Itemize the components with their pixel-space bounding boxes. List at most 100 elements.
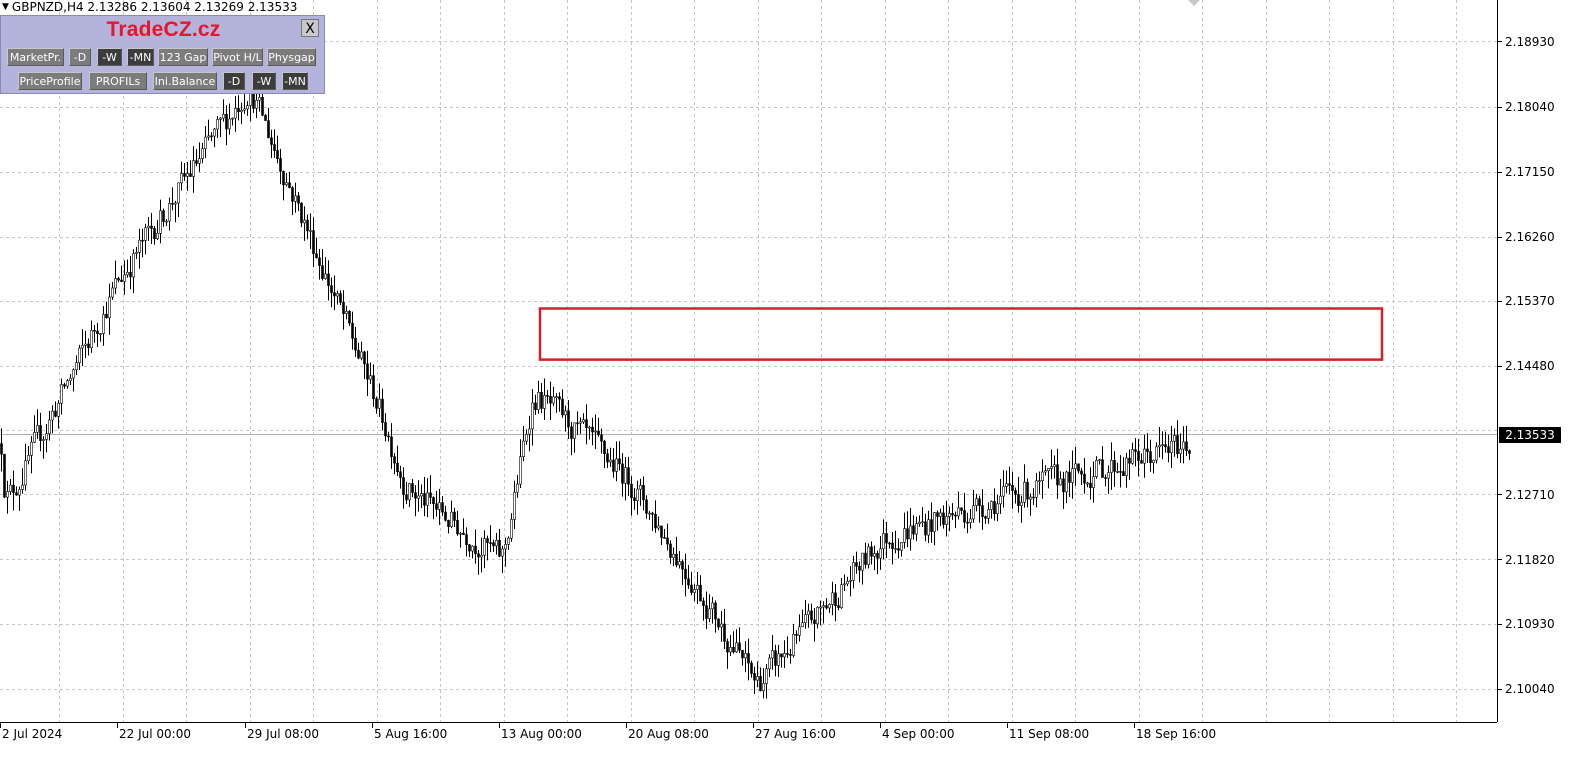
candle-bearish [546,395,549,397]
candle-bearish [633,497,636,501]
initial-balance-button[interactable]: Ini.Balance [153,72,217,90]
candle-bearish [330,285,333,293]
candle-bullish [1086,482,1089,485]
candle-bullish [1173,435,1176,442]
candle-bearish [1080,470,1083,475]
dropdown-triangle-icon[interactable]: ▼ [2,2,9,12]
candle-bullish [132,253,135,278]
candle-bearish [432,497,435,505]
candle-bullish [495,540,498,547]
candle-bullish [1047,468,1050,471]
candle-bearish [195,160,198,164]
candle-bullish [1110,459,1113,473]
candle-bearish [666,537,669,545]
candle-bullish [219,117,222,120]
candle-bullish [564,410,567,416]
candle-bearish [663,537,666,539]
price-profile-button[interactable]: PriceProfile [18,72,82,90]
candle-bearish [279,158,282,172]
candle-bearish [393,456,396,464]
profils-button[interactable]: PROFILs [89,72,147,90]
candle-bullish [804,614,807,624]
candle-bullish [438,502,441,510]
candle-bearish [141,239,144,242]
candle-bearish [741,649,744,659]
daily-button[interactable]: -D [69,48,91,66]
candle-bullish [831,592,834,605]
candle-bearish [1122,471,1125,476]
candle-bearish [759,676,762,692]
candle-bullish [636,488,639,501]
brand-logo-text: TradeCZ.cz [106,18,221,41]
candle-bearish [1026,481,1029,500]
current-price-badge: 2.13533 [1499,427,1561,443]
weekly-button[interactable]: -W [97,48,122,66]
candle-bullish [552,396,555,404]
candle-bullish [762,683,765,692]
candle-bullish [207,135,210,138]
candle-bearish [591,426,594,433]
candle-bearish [753,673,756,681]
candle-bearish [585,419,588,428]
candle-bullish [615,458,618,472]
candle-bearish [411,483,414,493]
candle-bearish [489,542,492,544]
candle-bullish [6,491,9,498]
ib-weekly-button[interactable]: -W [252,72,276,90]
ib-daily-button[interactable]: -D [223,72,245,90]
candle-bearish [876,553,879,559]
price-axis[interactable]: 2.18930 2.18040 2.17150 2.16260 2.15370 … [1497,0,1578,722]
candle-bearish [348,311,351,324]
candle-bearish [381,398,384,423]
market-profile-button[interactable]: MarketPr. [7,48,64,66]
candle-bullish [708,608,711,619]
pivot-hl-button[interactable]: Pivot H/L [212,48,263,66]
candle-bearish [699,584,702,602]
candle-bearish [351,322,354,339]
candle-bullish [336,293,339,297]
candle-bullish [24,460,27,486]
candle-bullish [582,419,585,423]
time-axis[interactable]: 2 Jul 2024 22 Jul 00:00 29 Jul 08:00 5 A… [0,722,1497,760]
candle-bearish [387,435,390,438]
candle-bearish [732,646,735,653]
candle-bearish [963,510,966,523]
physgap-button[interactable]: Physgap [267,48,316,66]
resistance-zone-rectangle [538,307,1384,361]
candle-bearish [456,520,459,535]
gap-123-button[interactable]: 123 Gap [158,48,208,66]
candle-bearish [237,108,240,113]
price-label: 2.10930 [1505,617,1555,631]
candle-bullish [756,676,759,681]
candle-bearish [681,561,684,570]
ib-monthly-button[interactable]: -MN [282,72,308,90]
candle-bullish [99,333,102,335]
candle-bearish [780,653,783,658]
candle-bullish [807,610,810,616]
candle-bearish [936,512,939,517]
candle-bullish [165,220,168,223]
candle-bearish [492,542,495,547]
candle-bullish [192,160,195,177]
chart-area[interactable]: ▼ GBPNZD,H4 2.13286 2.13604 2.13269 2.135… [0,0,1497,722]
candle-bearish [414,492,417,499]
candle-bearish [651,512,654,515]
candle-bullish [102,314,105,334]
close-panel-button[interactable]: X [301,19,319,37]
candle-bearish [261,97,264,116]
candle-bearish [825,605,828,609]
candle-bullish [51,410,54,421]
candle-bearish [891,542,894,549]
candle-bearish [402,477,405,495]
candle-bullish [987,509,990,519]
candle-bearish [327,273,330,286]
candle-bearish [1062,478,1065,493]
candle-bearish [390,436,393,457]
candle-bullish [186,173,189,177]
candle-bearish [786,652,789,655]
candle-bullish [216,119,219,130]
monthly-button[interactable]: -MN [127,48,154,66]
candle-bullish [42,439,45,441]
candlestick-chart[interactable] [0,0,1497,722]
candle-bearish [606,453,609,463]
